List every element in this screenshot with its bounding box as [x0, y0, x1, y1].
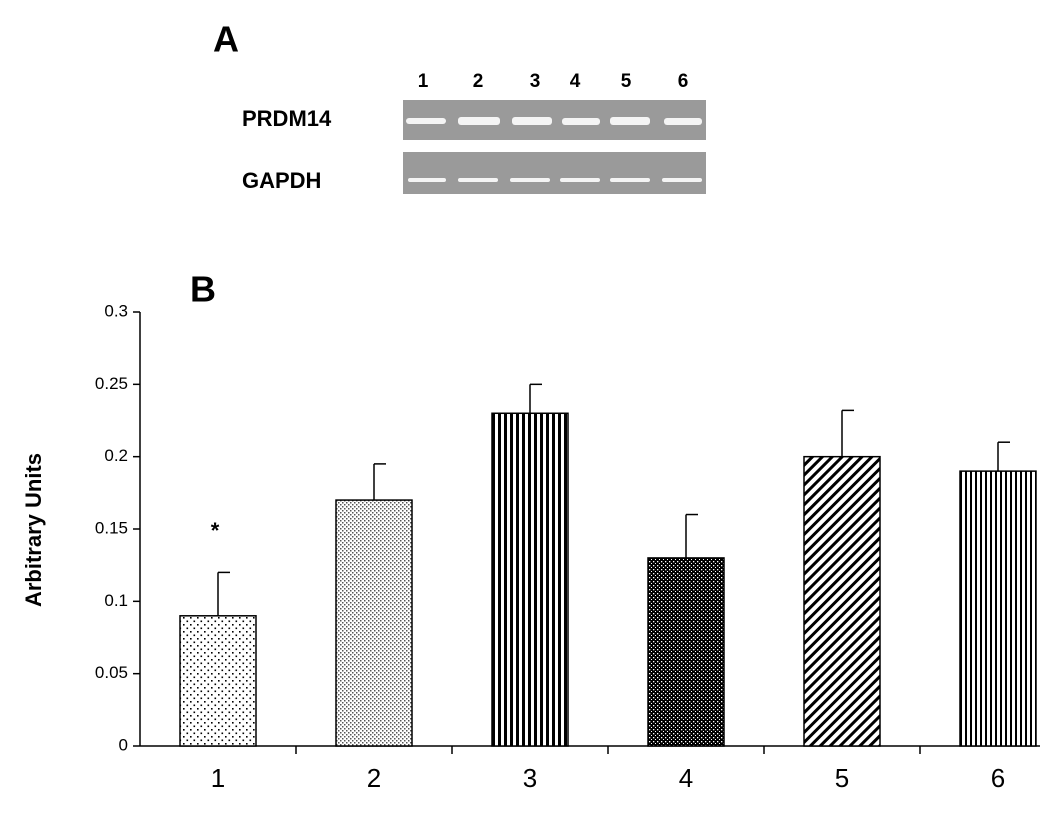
x-tick-label: 2 — [367, 763, 381, 793]
lane-label: 2 — [473, 71, 484, 92]
chart-title: B — [190, 269, 216, 310]
x-tick-label: 4 — [679, 763, 693, 793]
x-tick-label: 6 — [991, 763, 1005, 793]
x-tick-label: 1 — [211, 763, 225, 793]
lane-label: 3 — [530, 71, 541, 92]
lane-label: 1 — [418, 71, 429, 92]
lane-label: 4 — [570, 71, 581, 92]
panel-label: A — [213, 19, 239, 60]
y-tick-label: 0.15 — [95, 518, 128, 537]
gel-row-label: PRDM14 — [242, 106, 332, 131]
y-tick-label: 0.05 — [95, 663, 128, 682]
y-tick-label: 0.25 — [95, 374, 128, 393]
y-tick-label: 0.2 — [104, 446, 128, 465]
x-tick-label: 3 — [523, 763, 537, 793]
y-tick-label: 0.3 — [104, 301, 128, 320]
bar — [491, 412, 569, 747]
bar — [803, 455, 881, 747]
y-axis-label: Arbitrary Units — [21, 453, 46, 607]
y-tick-label: 0 — [119, 735, 128, 754]
annotation: * — [211, 518, 220, 543]
gel — [403, 100, 706, 194]
x-tick-label: 5 — [835, 763, 849, 793]
gel-row-label: GAPDH — [242, 168, 321, 193]
bar — [647, 557, 725, 747]
y-tick-label: 0.1 — [104, 591, 128, 610]
bar — [335, 499, 413, 747]
lane-label: 5 — [621, 71, 632, 92]
bar — [959, 470, 1037, 747]
lane-label: 6 — [678, 71, 689, 92]
bar — [179, 615, 257, 747]
